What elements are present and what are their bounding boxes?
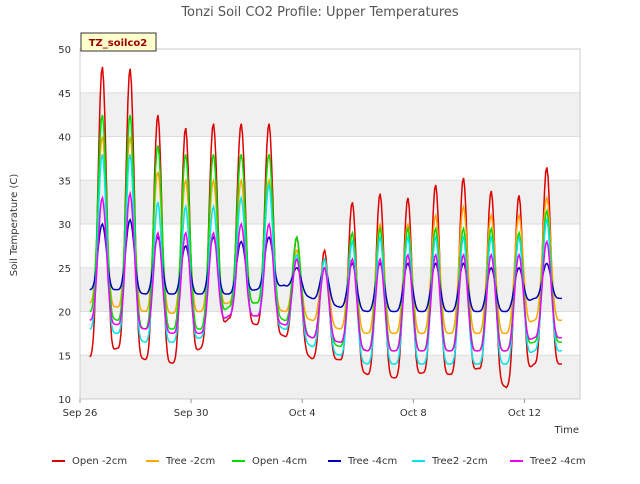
dataset-badge: TZ_soilco2 (80, 32, 157, 52)
legend-item: Tree -4cm (328, 456, 397, 467)
y-tick-label: 35 (58, 176, 71, 187)
background-band (80, 92, 580, 137)
chart-title: Tonzi Soil CO2 Profile: Upper Temperatur… (180, 5, 459, 20)
legend-item: Tree -2cm (146, 456, 215, 467)
legend-label: Open -2cm (72, 456, 127, 467)
background-band (80, 180, 580, 224)
y-tick-label: 30 (58, 220, 71, 231)
y-tick-label: 25 (58, 264, 71, 275)
series-line (89, 190, 562, 352)
y-tick-label: 15 (58, 351, 71, 362)
legend-item: Tree2 -4cm (510, 456, 586, 467)
x-tick-label: Oct 4 (289, 408, 316, 419)
y-tick-label: 40 (58, 133, 71, 144)
x-tick-label: Sep 26 (63, 408, 98, 419)
legend-item: Tree2 -2cm (412, 456, 488, 467)
legend-item: Open -2cm (52, 456, 127, 467)
y-tick-label: 10 (58, 395, 71, 406)
legend-label: Tree2 -4cm (529, 456, 586, 467)
y-tick-label: 45 (58, 89, 71, 100)
y-tick-label: 20 (58, 308, 71, 319)
series-line (89, 154, 562, 365)
background-band (80, 355, 580, 399)
legend-label: Tree2 -2cm (431, 456, 488, 467)
background-band (80, 136, 580, 181)
y-tick-label: 50 (58, 45, 71, 56)
legend-item: Open -4cm (232, 456, 307, 467)
legend-label: Open -4cm (252, 456, 307, 467)
legend: Open -2cm Tree -2cm Open -4cm Tree -4cm Tree… (52, 456, 586, 467)
background-band (80, 49, 580, 93)
x-axis-label: Time (554, 425, 579, 436)
y-axis-label: Soil Temperature (C) (9, 174, 20, 277)
plot-frame (79, 48, 581, 400)
x-tick-label: Oct 12 (508, 408, 541, 419)
x-tick-label: Oct 8 (400, 408, 427, 419)
x-tick-label: Sep 30 (174, 408, 209, 419)
legend-label: Tree -2cm (165, 456, 215, 467)
dataset-badge-label: TZ_soilco2 (89, 38, 148, 49)
legend-label: Tree -4cm (347, 456, 397, 467)
